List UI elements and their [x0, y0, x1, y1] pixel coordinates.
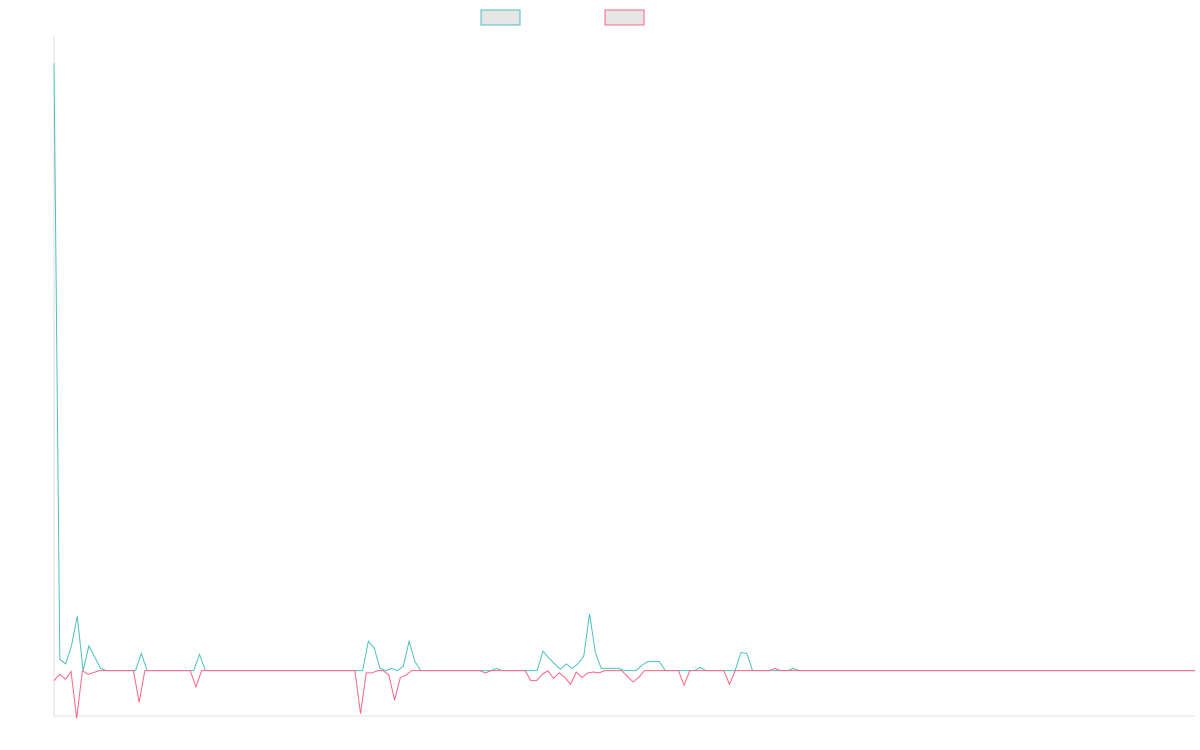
legend-swatch-1	[480, 9, 521, 26]
legend-item-2[interactable]	[604, 9, 645, 26]
series-layer	[53, 63, 1195, 719]
legend	[480, 9, 645, 26]
axes	[53, 36, 1195, 717]
legend-item-1[interactable]	[480, 9, 521, 26]
legend-swatch-2	[604, 9, 645, 26]
series-line-2	[53, 667, 1195, 719]
series-line-1	[53, 63, 1195, 672]
